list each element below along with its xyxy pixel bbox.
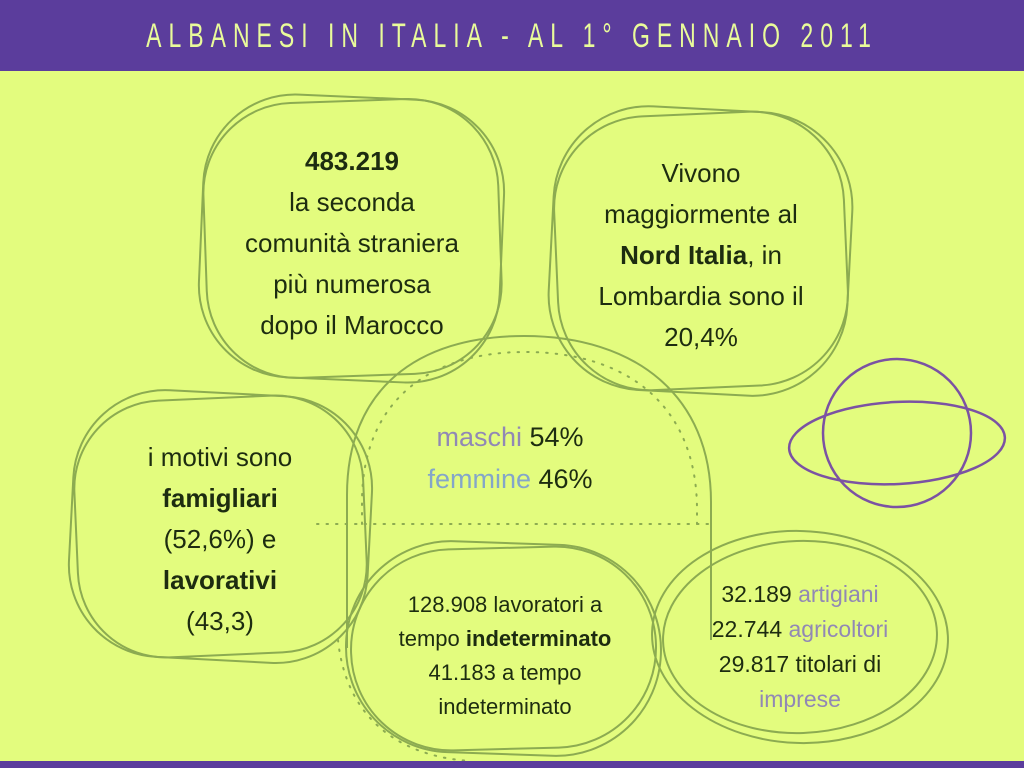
female-label: femmine: [427, 464, 531, 494]
employment-line-3: 41.183 a tempo: [428, 660, 582, 685]
business-line-1: 32.189 artigiani: [655, 577, 945, 612]
business-bubble: 32.189 artigiani 22.744 agricoltori 29.8…: [655, 577, 945, 717]
motives-work: lavorativi: [162, 565, 278, 595]
region-line-5: 20,4%: [664, 322, 738, 352]
region-bubble: Vivono maggiormente al Nord Italia, in L…: [545, 153, 857, 358]
region-bubble-outline: [547, 105, 854, 397]
motives-line-5: (43,3): [186, 606, 254, 636]
gender-stats: maschi 54% femmine 46%: [360, 416, 660, 500]
region-line-1: Vivono: [661, 158, 741, 188]
employment-line-2: tempo indeterminato: [345, 622, 665, 656]
business-bubble-outline: [651, 529, 949, 745]
employment-bubble: 128.908 lavoratori a tempo indeterminato…: [345, 588, 665, 724]
employment-line-4: indeterminato: [438, 694, 572, 719]
gender-male-line: maschi 54%: [360, 416, 660, 458]
male-value: 54%: [521, 422, 584, 452]
artisans-number: 32.189: [721, 581, 792, 607]
gender-female-line: femmine 46%: [360, 458, 660, 500]
population-number: 483.219: [305, 146, 399, 176]
motives-bubble: i motivi sono famigliari (52,6%) e lavor…: [70, 437, 370, 642]
gender-dome-outline: [316, 334, 715, 648]
motives-family: famigliari: [162, 483, 278, 513]
region-line-3: Nord Italia, in: [545, 235, 857, 276]
region-line-4: Lombardia sono il: [598, 281, 804, 311]
employment-line-1: 128.908 lavoratori a: [407, 592, 603, 617]
slide-title: ALBANESI IN ITALIA - AL 1° GENNAIO 2011: [146, 15, 878, 55]
population-line-4: dopo il Marocco: [260, 310, 444, 340]
population-line-2: comunità straniera: [245, 228, 459, 258]
employment-indeterminato: indeterminato: [465, 626, 612, 651]
region-line-3-rest: , in: [747, 240, 782, 270]
motives-line-3: (52,6%) e: [163, 524, 277, 554]
motives-bubble-outline: [67, 389, 374, 664]
employment-bubble-outline: [337, 540, 662, 762]
region-nord-italia: Nord Italia: [620, 240, 748, 270]
farmers-number: 22.744: [711, 616, 783, 642]
population-bubble: 483.219 la seconda comunità straniera pi…: [192, 141, 512, 346]
footer-bar: [0, 761, 1024, 768]
male-label: maschi: [436, 422, 522, 452]
farmers-label: agricoltori: [782, 616, 889, 642]
saturn-icon: [787, 357, 1007, 509]
artisans-label: artigiani: [791, 581, 879, 607]
population-line-3: più numerosa: [273, 269, 431, 299]
business-imprese-label: imprese: [759, 686, 841, 712]
motives-line-1: i motivi sono: [147, 442, 293, 472]
business-line-3: 29.817 titolari di: [718, 651, 882, 677]
population-line-1: la seconda: [289, 187, 415, 217]
employment-line-2-pre: tempo: [398, 626, 466, 651]
header-bar: ALBANESI IN ITALIA - AL 1° GENNAIO 2011: [0, 0, 1024, 71]
population-bubble-outline: [197, 93, 506, 384]
region-line-2: maggiormente al: [604, 199, 798, 229]
business-line-2: 22.744 agricoltori: [655, 612, 945, 647]
female-value: 46%: [530, 464, 593, 494]
